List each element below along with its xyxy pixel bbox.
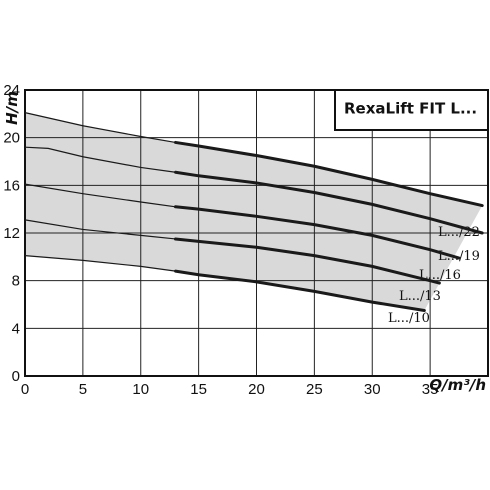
curve-thick-3 (173, 205, 461, 260)
y-tick-label: 16 (3, 177, 20, 194)
tick-labels: 0 5 10 15 20 25 30 35 0 4 8 12 16 20 24 (3, 82, 438, 398)
curve-thick-2 (173, 170, 484, 235)
curve-thick-4 (173, 237, 441, 285)
y-axis-title: H/m (3, 91, 21, 125)
curve-thick-1 (173, 140, 484, 208)
x-tick-label: 25 (306, 381, 323, 398)
x-axis-title: Q/m³/h (429, 376, 486, 394)
operating-range-band (25, 112, 483, 311)
series-label-4: L.../13 (399, 289, 441, 304)
x-tick-label: 10 (132, 381, 149, 398)
y-tick-label: 8 (12, 273, 20, 290)
y-tick-label: 0 (12, 368, 20, 385)
x-tick-label: 30 (364, 381, 381, 398)
x-tick-label: 20 (248, 381, 265, 398)
curve-thick-5 (173, 269, 426, 312)
x-tick-label: 35 (422, 381, 439, 398)
title-box (334, 89, 489, 131)
plot-frame (24, 89, 489, 377)
pump-curves: L.../22L.../19L.../16L.../13L.../10 (24, 112, 484, 326)
y-tick-label: 20 (3, 130, 20, 147)
x-tick-label: 5 (79, 381, 87, 398)
band-fill (25, 112, 483, 311)
y-tick-label: 4 (12, 320, 20, 337)
x-tick-label: 0 (21, 381, 29, 398)
chart-title: RexaLift FIT L... (344, 100, 477, 118)
y-tick-label: 24 (3, 82, 20, 99)
x-tick-label: 15 (190, 381, 207, 398)
y-tick-label: 12 (3, 225, 20, 242)
series-label-5: L.../10 (388, 311, 430, 326)
